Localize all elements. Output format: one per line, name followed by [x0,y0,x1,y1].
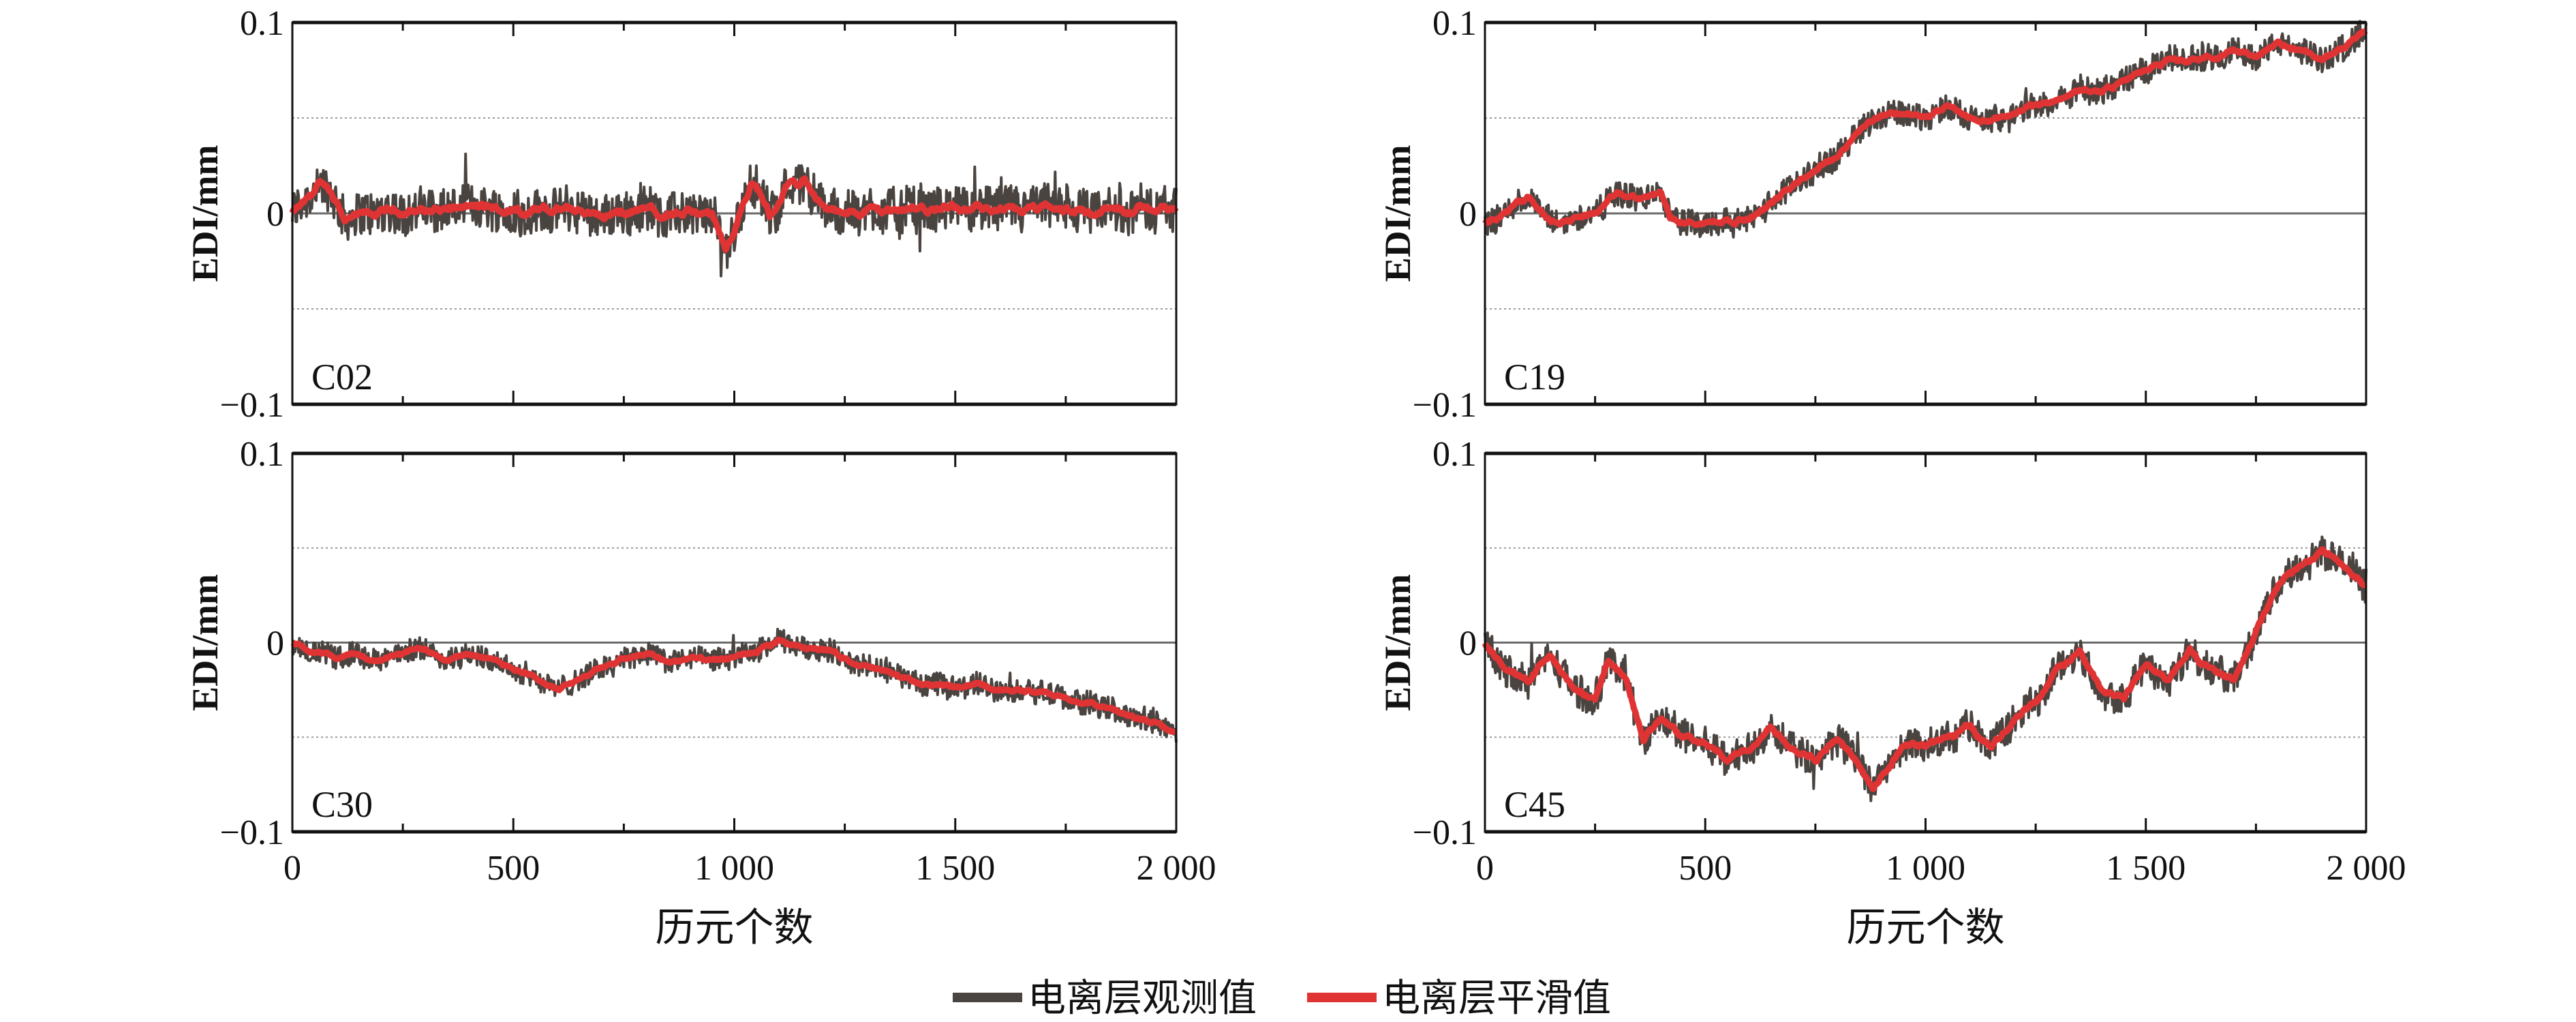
series-smoothed [289,175,1179,253]
y-tick-label: 0.1 [240,4,284,43]
y-tick-label: 0 [1459,625,1477,663]
y-tick-label: 0 [266,625,284,663]
x-tick-label: 0 [1476,849,1494,888]
y-tick-label: −0.1 [1413,386,1477,425]
x-tick-label: 1 500 [915,849,995,888]
x-axis-label: 历元个数 [1846,905,2004,950]
panel-label: C19 [1504,357,1565,397]
series-smoothed [290,636,1179,735]
x-tick-label: 2 000 [1137,849,1216,888]
panel-c02: 0.1 0 −0.1 EDI/mm C02 [185,4,1179,425]
y-axis-label: EDI/mm [1377,574,1418,711]
panel-label: C45 [1504,784,1565,825]
y-axis-label: EDI/mm [185,574,226,711]
legend: 电离层观测值 电离层平滑值 [953,978,1611,1020]
y-tick-label: −0.1 [220,386,284,425]
x-axis-label: 历元个数 [655,905,813,950]
y-tick-label: 0.1 [1432,4,1477,43]
y-tick-label: 0.1 [240,435,284,474]
series-smoothed [1482,28,2369,228]
x-tick-label: 1 500 [2106,849,2186,888]
y-tick-label: 0 [266,195,284,234]
panel-label: C02 [311,357,373,397]
y-tick-label: 0 [1459,195,1477,234]
x-tick-label: 1 000 [694,849,774,888]
x-tick-label: 500 [1678,849,1732,888]
x-tick-label: 500 [487,849,540,888]
x-tick-label: 0 [283,849,301,888]
y-tick-label: −0.1 [220,813,284,852]
series-observed [1484,20,2367,239]
series-smoothed [1482,546,2369,792]
legend-label-smoothed: 电离层平滑值 [1382,978,1611,1020]
y-tick-label: −0.1 [1413,813,1477,852]
y-tick-label: 0.1 [1432,435,1477,474]
x-tick-label: 2 000 [2327,849,2406,888]
y-axis-label: EDI/mm [1377,145,1418,282]
y-axis-label: EDI/mm [185,145,226,282]
panel-label: C30 [311,784,373,825]
panel-c19: 0.1 0 −0.1 EDI/mm C19 [1377,4,2369,425]
legend-label-observed: 电离层观测值 [1028,978,1257,1020]
x-tick-label: 1 000 [1886,849,1965,888]
